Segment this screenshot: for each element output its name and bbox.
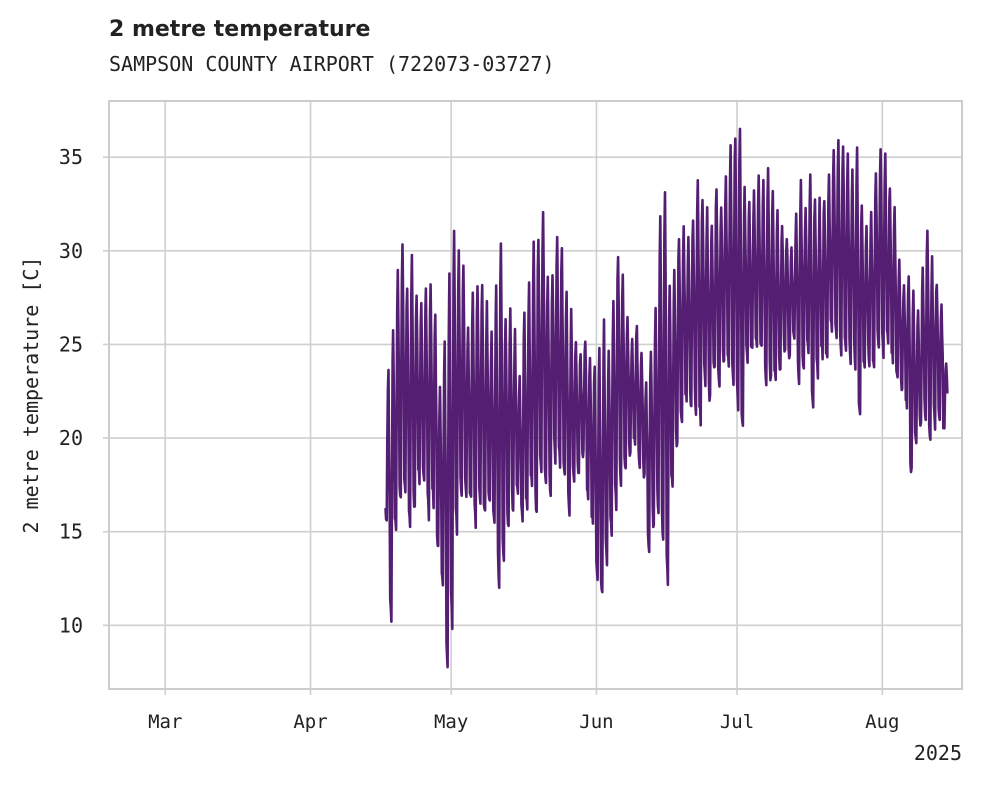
x-tick-label: Mar xyxy=(148,711,182,733)
chart-title: 2 metre temperature xyxy=(109,17,371,42)
y-tick-label: 25 xyxy=(59,332,83,356)
x-tick-label: Apr xyxy=(293,711,327,733)
plot-frame xyxy=(108,100,963,690)
y-tick-label: 35 xyxy=(59,145,83,169)
y-tick-label: 20 xyxy=(59,426,83,450)
x-tick-label: Jun xyxy=(579,711,613,733)
chart-subtitle: SAMPSON COUNTY AIRPORT (722073-03727) xyxy=(109,52,555,76)
series-layer xyxy=(384,127,949,669)
temperature-series-line xyxy=(384,127,949,669)
y-tick-label: 15 xyxy=(59,520,83,544)
x-tick-label: May xyxy=(434,711,468,733)
y-axis-label: 2 metre temperature [C] xyxy=(19,257,43,534)
x-offset-label: 2025 xyxy=(914,741,962,765)
x-tick-label: Aug xyxy=(865,711,899,733)
y-tick-label: 10 xyxy=(59,613,83,637)
y-tick-label: 30 xyxy=(59,239,83,263)
x-tick-label: Jul xyxy=(720,711,754,733)
